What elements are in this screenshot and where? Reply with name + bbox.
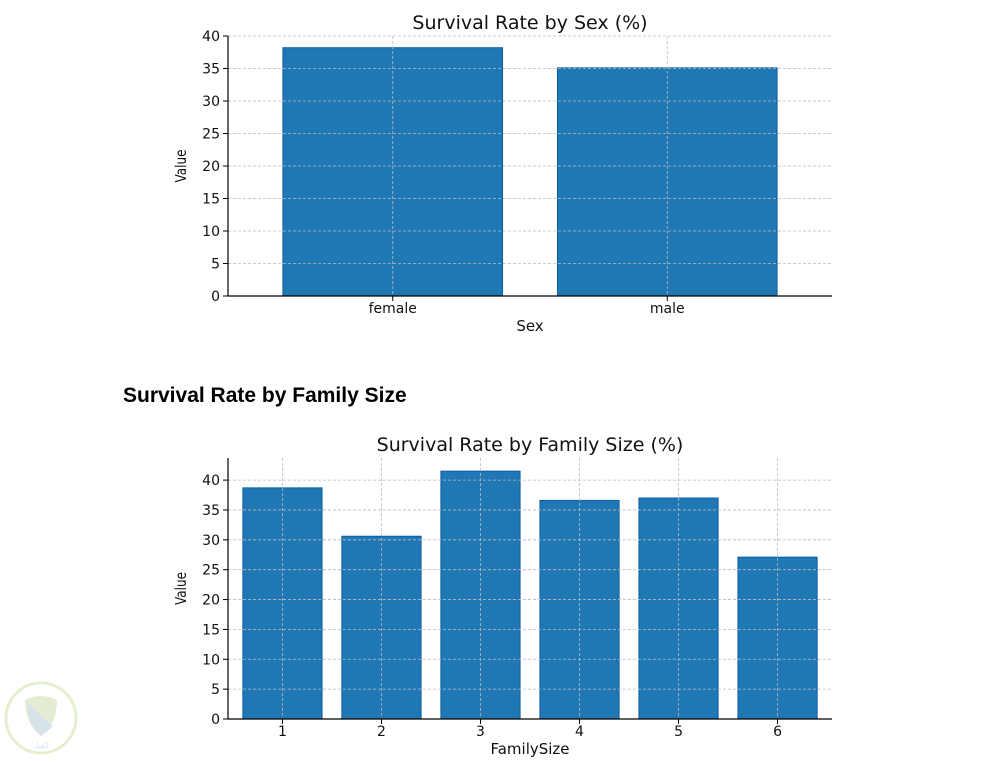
xtick-label: 1 <box>278 724 287 740</box>
ytick-label: 5 <box>211 682 220 698</box>
y-axis-label: Value <box>173 572 191 605</box>
x-axis-label: FamilySize <box>490 740 569 758</box>
ytick-label: 0 <box>211 712 220 728</box>
watermark-text: كفيل <box>33 741 50 750</box>
ytick-label: 10 <box>202 652 220 668</box>
ytick-label: 35 <box>202 62 220 78</box>
ytick-label: 25 <box>202 563 220 579</box>
chart-title: Survival Rate by Family Size (%) <box>377 434 684 456</box>
ytick-label: 15 <box>202 192 220 208</box>
ytick-label: 15 <box>202 622 220 638</box>
ytick-label: 40 <box>202 29 220 45</box>
xtick-label: 5 <box>674 724 683 740</box>
section-heading: Survival Rate by Family Size <box>123 384 407 407</box>
xtick-label: 4 <box>575 724 584 740</box>
xtick-label: 2 <box>377 724 386 740</box>
ytick-label: 10 <box>202 224 220 240</box>
xtick-label: 3 <box>476 724 485 740</box>
ytick-label: 30 <box>202 94 220 110</box>
xtick-label: 6 <box>773 724 782 740</box>
ytick-label: 20 <box>202 159 220 175</box>
ytick-label: 5 <box>211 257 220 273</box>
ytick-label: 35 <box>202 503 220 519</box>
ytick-label: 20 <box>202 593 220 609</box>
chart-title: Survival Rate by Sex (%) <box>412 12 647 34</box>
watermark-logo: كفيل <box>4 681 78 755</box>
ytick-label: 30 <box>202 533 220 549</box>
x-axis-label: Sex <box>516 317 543 335</box>
y-axis-label: Value <box>173 150 191 183</box>
ytick-label: 25 <box>202 127 220 143</box>
xtick-label: male <box>650 301 685 317</box>
ytick-label: 0 <box>211 289 220 305</box>
ytick-label: 40 <box>202 473 220 489</box>
xtick-label: female <box>369 301 417 317</box>
